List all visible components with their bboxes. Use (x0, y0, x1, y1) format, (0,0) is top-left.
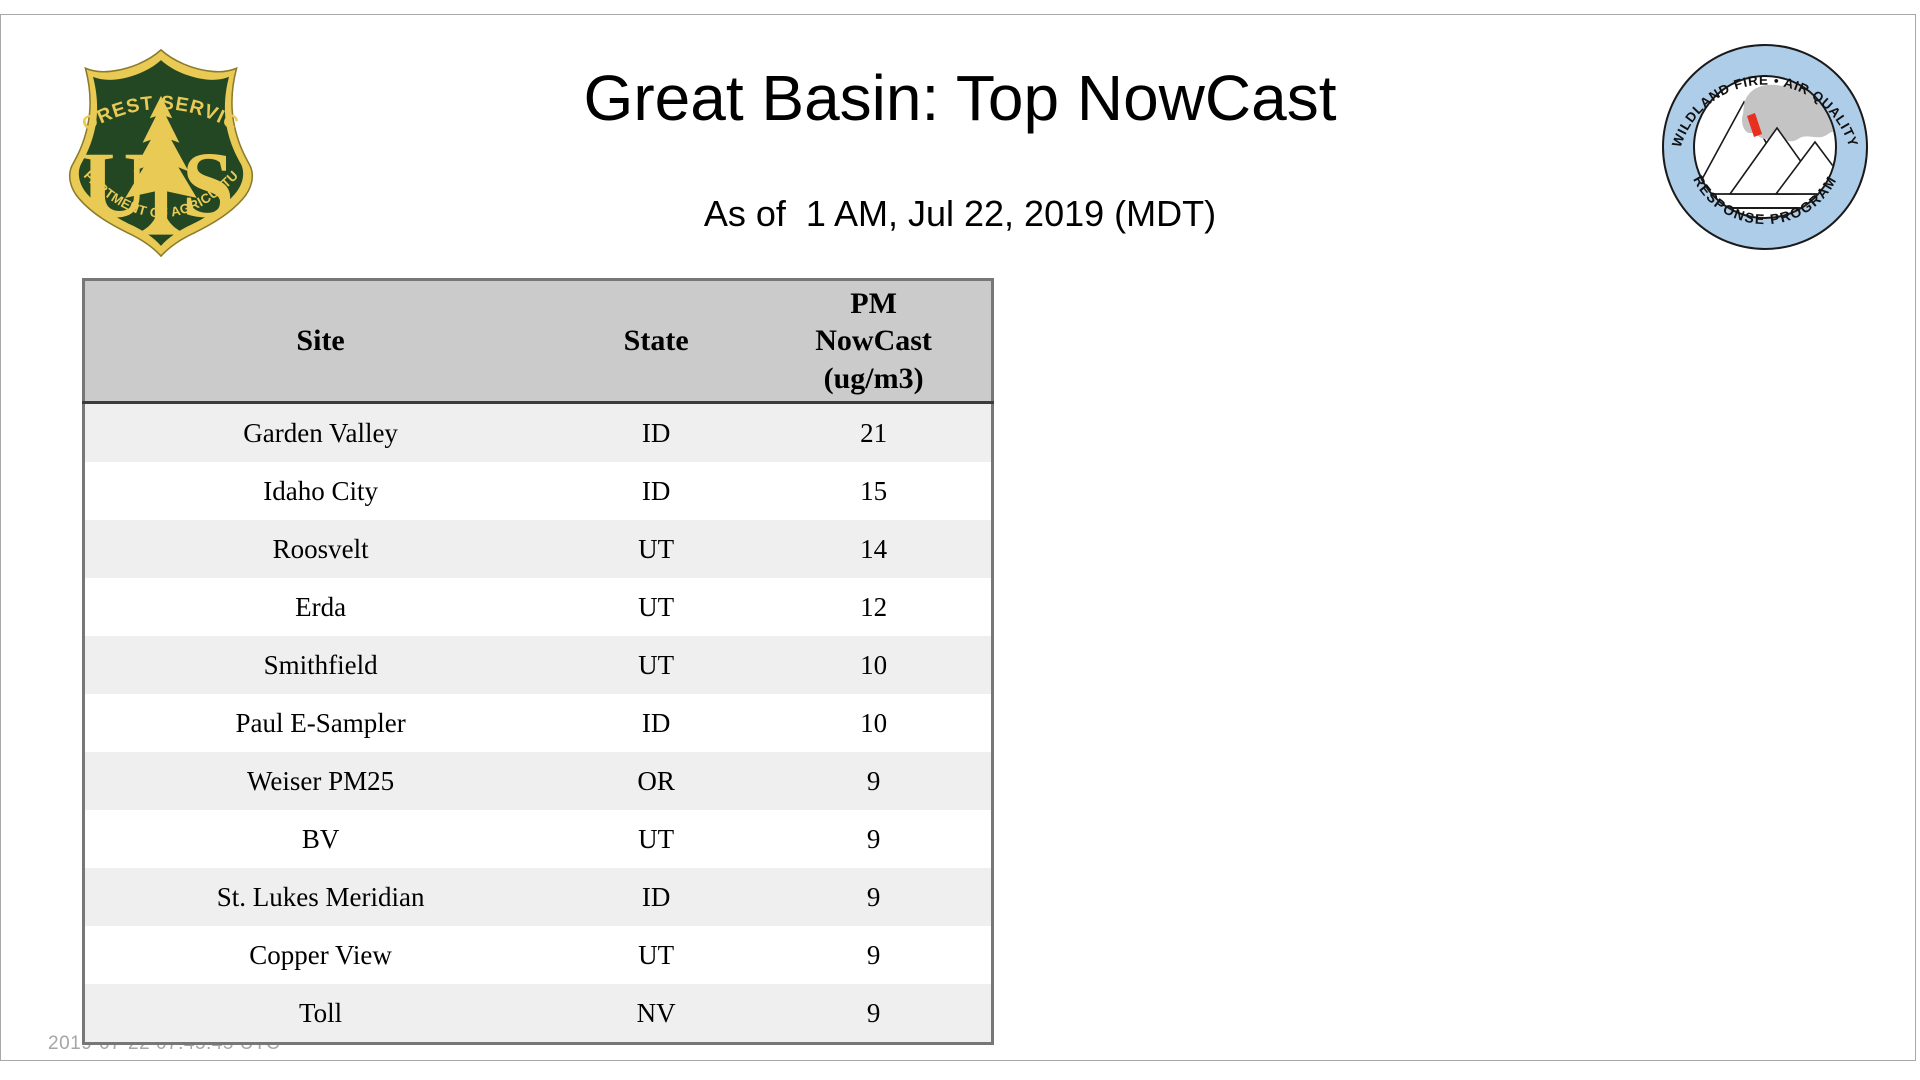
site-cell: Idaho City (263, 475, 378, 506)
state-cell: UT (638, 823, 675, 854)
state-cell: OR (637, 765, 675, 796)
table-row: Idaho City ID 15 (83, 462, 993, 520)
value-cell: 21 (860, 417, 888, 448)
wfaqrp-seal-icon: WILDLAND FIRE • AIR QUALITY RESPONSE PRO… (1662, 44, 1868, 250)
state-cell: ID (641, 417, 671, 448)
site-cell: Garden Valley (243, 417, 398, 448)
column-header-site: Site (83, 279, 557, 404)
value-cell: 12 (860, 591, 888, 622)
site-cell: Roosvelt (272, 533, 369, 564)
pine-tree-trunk (133, 188, 189, 235)
state-cell: ID (641, 707, 671, 738)
column-header-state: State (556, 279, 757, 404)
table-row: St. Lukes Meridian ID 9 (83, 868, 993, 926)
table-row: Weiser PM25 OR 9 (83, 752, 993, 810)
nowcast-table: Site State PM NowCast (ug/m3) Garden Val… (82, 278, 994, 1045)
site-cell: Copper View (249, 939, 392, 970)
state-cell: UT (638, 939, 675, 970)
monogram-s: S (182, 133, 234, 237)
table-row: Roosvelt UT 14 (83, 520, 993, 578)
column-header-pm-nowcast: PM NowCast (ug/m3) (756, 279, 993, 404)
state-cell: UT (638, 649, 675, 680)
table-row: Paul E-Sampler ID 10 (83, 694, 993, 752)
state-cell: NV (636, 997, 676, 1028)
table-row: Toll NV 9 (83, 984, 993, 1044)
state-cell: UT (638, 591, 675, 622)
value-cell: 14 (860, 533, 888, 564)
value-cell: 9 (866, 997, 881, 1028)
table-row: Garden Valley ID 21 (83, 402, 993, 462)
value-cell: 9 (866, 765, 881, 796)
value-cell: 9 (866, 939, 881, 970)
nowcast-table-container: Site State PM NowCast (ug/m3) Garden Val… (82, 278, 994, 1045)
forest-service-shield-icon: FOREST SERVICE U S DEPARTMENT OF AGRICUL… (64, 44, 254, 258)
value-cell: 9 (866, 881, 881, 912)
table-row: Erda UT 12 (83, 578, 993, 636)
table-row: Smithfield UT 10 (83, 636, 993, 694)
site-cell: Weiser PM25 (247, 765, 395, 796)
flame-icon (1747, 113, 1762, 137)
state-cell: ID (641, 881, 671, 912)
page-subtitle: As of 1 AM, Jul 22, 2019 (MDT) (703, 193, 1217, 234)
state-cell: ID (641, 475, 671, 506)
site-cell: BV (301, 823, 340, 854)
pine-tree-icon (125, 95, 197, 198)
page-title: Great Basin: Top NowCast (583, 62, 1337, 134)
state-cell: UT (638, 533, 675, 564)
value-cell: 10 (860, 707, 888, 738)
table-row: BV UT 9 (83, 810, 993, 868)
value-cell: 10 (860, 649, 888, 680)
value-cell: 15 (860, 475, 888, 506)
site-cell: Smithfield (263, 649, 378, 680)
site-cell: St. Lukes Meridian (216, 881, 425, 912)
table-row: Copper View UT 9 (83, 926, 993, 984)
table-header-row: Site State PM NowCast (ug/m3) (83, 279, 993, 404)
site-cell: Erda (295, 591, 347, 622)
value-cell: 9 (866, 823, 881, 854)
site-cell: Toll (299, 997, 343, 1028)
site-cell: Paul E-Sampler (235, 707, 406, 738)
